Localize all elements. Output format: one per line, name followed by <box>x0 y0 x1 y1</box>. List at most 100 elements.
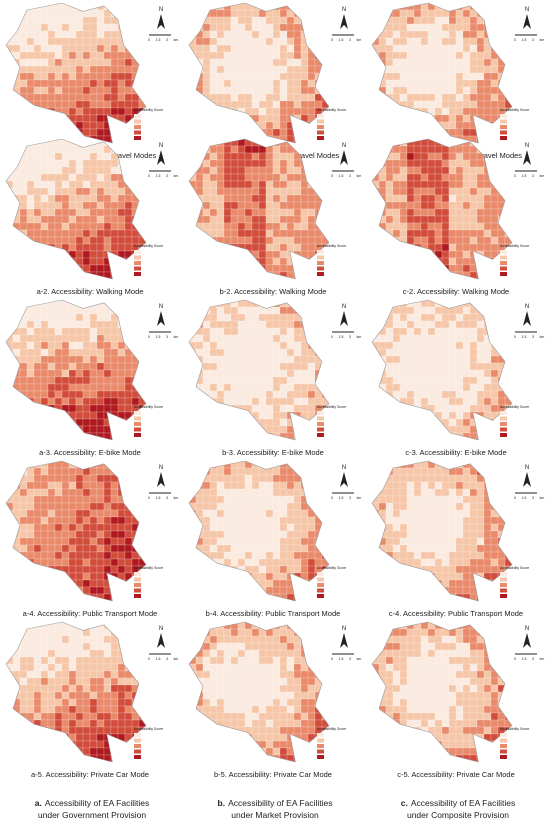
grid-cell <box>96 523 105 532</box>
grid-cell <box>427 369 436 378</box>
grid-cell <box>202 159 211 168</box>
grid-cell <box>300 474 309 483</box>
grid-cell <box>476 313 485 322</box>
grid-cell <box>321 166 329 175</box>
grid-cell <box>202 264 211 273</box>
grid-cell <box>392 243 401 252</box>
grid-cell <box>223 558 232 567</box>
grid-cell <box>103 236 112 245</box>
grid-cell <box>258 320 267 329</box>
grid-cell <box>469 229 478 238</box>
grid-cell <box>434 362 443 371</box>
grid-cell <box>189 121 197 130</box>
grid-cell <box>372 222 380 231</box>
grid-cell <box>26 93 35 102</box>
grid-cell <box>314 16 323 25</box>
grid-cell <box>237 306 246 315</box>
grid-cell <box>483 264 492 273</box>
grid-cell <box>124 425 133 434</box>
grid-cell <box>230 334 239 343</box>
grid-cell <box>504 86 512 95</box>
grid-cell <box>265 334 274 343</box>
grid-cell <box>117 551 126 560</box>
grid-cell <box>26 593 35 601</box>
grid-cell <box>202 243 211 252</box>
grid-cell <box>462 173 471 182</box>
grid-cell <box>392 390 401 399</box>
grid-cell <box>189 58 197 67</box>
grid-cell <box>441 194 450 203</box>
grid-cell <box>251 523 260 532</box>
grid-cell <box>195 551 204 560</box>
grid-cell <box>272 593 281 601</box>
grid-cell <box>54 432 63 440</box>
grid-cell <box>279 65 288 74</box>
grid-cell <box>321 173 329 182</box>
grid-cell <box>110 537 119 546</box>
grid-cell <box>138 383 146 392</box>
grid-cell <box>230 300 239 308</box>
grid-cell <box>68 306 77 315</box>
grid-cell <box>82 121 91 130</box>
grid-cell <box>33 152 42 161</box>
grid-cell <box>33 114 42 123</box>
grid-cell <box>216 16 225 25</box>
grid-cell <box>490 194 499 203</box>
grid-cell <box>195 300 204 308</box>
grid-cell <box>244 397 253 406</box>
grid-cell <box>202 509 211 518</box>
grid-cell <box>33 159 42 168</box>
grid-cell <box>47 139 56 147</box>
grid-cell <box>258 488 267 497</box>
grid-cell <box>33 229 42 238</box>
grid-cell <box>202 250 211 259</box>
grid-cell <box>385 495 394 504</box>
grid-cell <box>420 313 429 322</box>
grid-cell <box>399 369 408 378</box>
grid-cell <box>6 128 14 137</box>
legend-swatch <box>317 422 324 426</box>
grid-cell <box>427 58 436 67</box>
grid-cell <box>61 139 70 147</box>
grid-cell <box>455 313 464 322</box>
scale-label: 1.5 <box>156 174 161 178</box>
grid-cell <box>202 418 211 427</box>
grid-cell <box>40 418 49 427</box>
grid-cell <box>378 37 387 46</box>
grid-cell <box>321 551 329 560</box>
grid-cell <box>483 334 492 343</box>
grid-cell <box>462 236 471 245</box>
grid-cell <box>265 215 274 224</box>
grid-cell <box>202 530 211 539</box>
grid-cell <box>372 461 380 469</box>
grid-cell <box>385 114 394 123</box>
grid-cell <box>378 194 387 203</box>
grid-cell <box>117 537 126 546</box>
grid-cell <box>406 128 415 137</box>
grid-cell <box>307 139 316 147</box>
grid-cell <box>455 145 464 154</box>
grid-cell <box>237 65 246 74</box>
grid-cell <box>68 537 77 546</box>
grid-cell <box>40 187 49 196</box>
grid-cell <box>258 159 267 168</box>
grid-cell <box>89 488 98 497</box>
grid-cell <box>265 383 274 392</box>
grid-cell <box>413 114 422 123</box>
grid-cell <box>372 114 380 123</box>
grid-cell <box>490 467 499 476</box>
grid-cell <box>455 264 464 273</box>
grid-cell <box>189 530 197 539</box>
grid-cell <box>117 194 126 203</box>
grid-cell <box>476 425 485 434</box>
grid-cell <box>490 509 499 518</box>
grid-cell <box>265 187 274 196</box>
grid-cell <box>230 418 239 427</box>
grid-cell <box>68 488 77 497</box>
grid-cell <box>483 229 492 238</box>
grid-cell <box>455 222 464 231</box>
grid-cell <box>209 404 218 413</box>
grid-cell <box>61 572 70 581</box>
grid-cell <box>300 355 309 364</box>
grid-cell <box>110 369 119 378</box>
